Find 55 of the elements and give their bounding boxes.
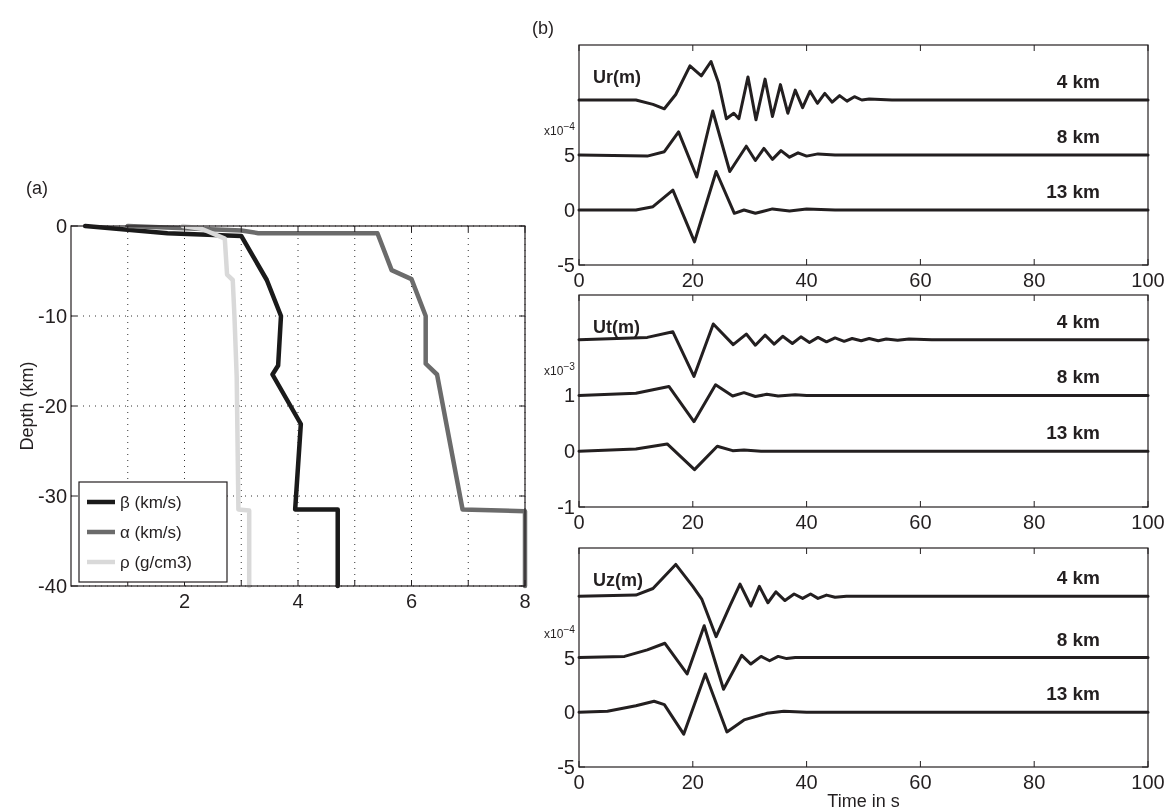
y-tick-label: 0 — [563, 199, 575, 221]
x-tick-label: 40 — [795, 511, 818, 533]
x-tick-label: 60 — [909, 511, 932, 533]
series-label: 8 km — [1056, 366, 1100, 388]
y-axis-title: x10$^{−4}$ — [544, 120, 576, 138]
x-tick-label: 60 — [909, 771, 932, 793]
x-tick-label: 100 — [1131, 771, 1165, 793]
series-label: 13 km — [1046, 181, 1100, 202]
legend-label: ρ (g/cm3) — [120, 552, 193, 572]
series-label: 13 km — [1046, 683, 1100, 705]
y-tick-label: 0 — [55, 215, 67, 237]
y-tick-label: 0 — [563, 440, 575, 463]
x-tick-label: 100 — [1131, 511, 1165, 533]
y-tick-label: 5 — [563, 144, 575, 166]
legend-label: α (km/s) — [120, 522, 182, 542]
y-tick-label: -1 — [557, 496, 575, 518]
y-axis-title: Depth (km) — [17, 361, 37, 451]
series-label: 13 km — [1046, 422, 1100, 444]
x-tick-label: 20 — [681, 771, 704, 793]
text: (a) — [26, 178, 48, 198]
text: Ut(m) — [593, 317, 640, 337]
x-tick-label: 8 — [519, 590, 531, 612]
y-tick-label: -20 — [38, 395, 67, 417]
y-tick-label: -10 — [38, 305, 67, 327]
text: (b) — [532, 18, 554, 38]
legend-label: β (km/s) — [120, 492, 182, 512]
series-label: 8 km — [1056, 628, 1100, 650]
text: Ur(m) — [593, 67, 641, 87]
series-label: 4 km — [1056, 71, 1100, 92]
x-tick-label: 4 — [292, 590, 304, 612]
y-tick-label: -5 — [557, 756, 575, 778]
y-tick-label: 0 — [563, 701, 575, 724]
x-tick-label: 2 — [178, 590, 191, 612]
x-tick-label: 20 — [681, 269, 704, 291]
y-tick-label: 5 — [563, 646, 575, 669]
x-tick-label: 40 — [795, 771, 818, 793]
x-tick-label: 80 — [1023, 771, 1046, 793]
y-tick-label: -5 — [557, 254, 575, 276]
x-tick-label: 40 — [795, 269, 818, 291]
x-tick-label: 80 — [1023, 511, 1046, 533]
y-tick-label: -40 — [38, 575, 67, 597]
x-axis-title: Time in s — [827, 791, 900, 810]
y-axis-title: x10$^{−4}$ — [544, 623, 576, 641]
x-tick-label: 80 — [1023, 269, 1046, 291]
series-label: 4 km — [1056, 310, 1100, 332]
x-tick-label: 6 — [405, 590, 418, 612]
x-tick-label: 60 — [909, 269, 932, 291]
y-tick-label: 1 — [563, 384, 575, 407]
series-label: 4 km — [1056, 567, 1100, 589]
y-axis-title: x10$^{−3}$ — [544, 360, 576, 379]
series-label: 8 km — [1056, 126, 1100, 147]
x-tick-label: 100 — [1131, 269, 1165, 291]
y-tick-label: -30 — [38, 485, 67, 507]
text: Uz(m) — [593, 570, 643, 590]
x-tick-label: 20 — [681, 511, 704, 533]
